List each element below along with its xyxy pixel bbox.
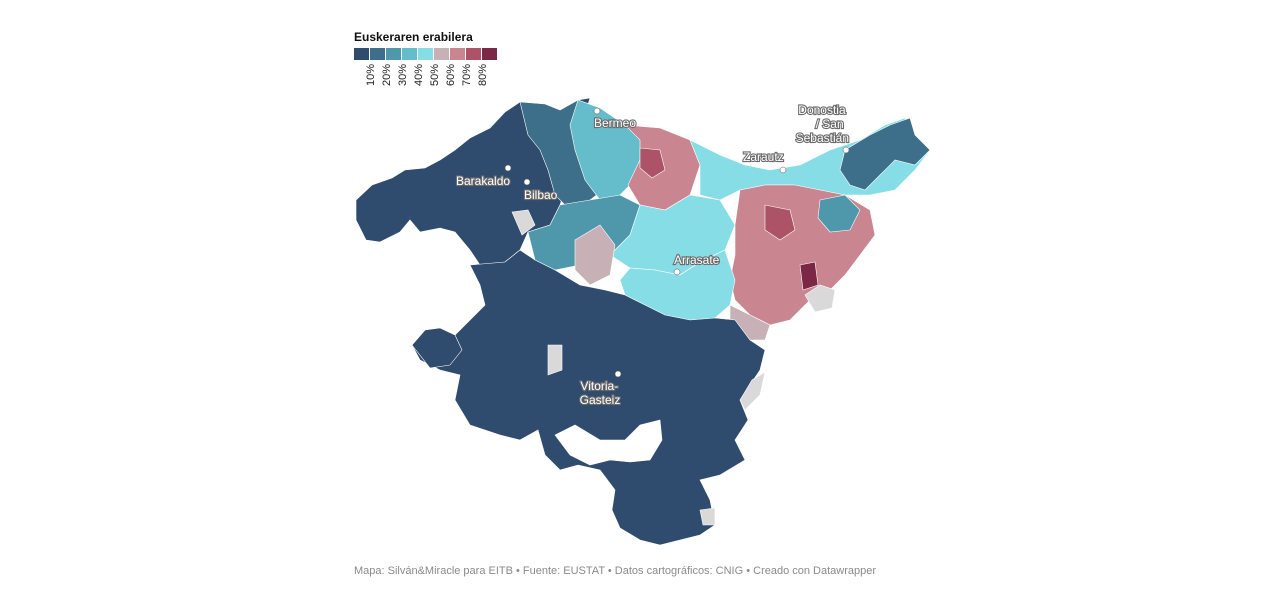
- legend-title: Euskeraren erabilera: [354, 30, 473, 44]
- region-no-data-5[interactable]: [699, 507, 716, 526]
- city-label-bermeo: Bermeo: [594, 116, 636, 130]
- city-dot-bilbao[interactable]: [523, 178, 531, 186]
- city-label-donostia-line1: Donostia: [798, 103, 846, 117]
- region-no-data-1[interactable]: [804, 284, 836, 313]
- region-gipuzkoa-mid-blue[interactable]: [817, 194, 861, 233]
- map-credits: Mapa: Silván&Miracle para EITB • Fuente:…: [354, 565, 877, 577]
- region-no-data-3[interactable]: [547, 344, 563, 376]
- legend-swatches: [354, 48, 498, 60]
- legend-swatch: [354, 48, 369, 60]
- map-legend: Euskeraren erabilera 10% 20% 30% 40% 50%…: [354, 30, 498, 86]
- city-label-vitoria-line1: Vitoria-: [580, 379, 618, 393]
- city-dot-donostia[interactable]: [842, 146, 850, 154]
- city-dot-zarautz[interactable]: [779, 166, 787, 174]
- region-no-data-2[interactable]: [739, 371, 766, 411]
- region-no-data-4[interactable]: [511, 209, 536, 236]
- region-araba-northwest[interactable]: [411, 327, 463, 369]
- legend-swatch: [418, 48, 433, 60]
- region-gipuzkoa-northeast[interactable]: [839, 117, 931, 191]
- legend-swatch: [386, 48, 401, 60]
- region-treviño-enclave: [555, 420, 662, 465]
- city-label-donostia-line3: Sebastián: [796, 131, 849, 145]
- city-label-arrasate: Arrasate: [674, 253, 720, 267]
- city-label-donostia: Donostia / San Sebastián: [796, 103, 849, 145]
- city-label-bilbao: Bilbao: [524, 188, 558, 202]
- legend-swatch: [402, 48, 417, 60]
- city-dot-arrasate[interactable]: [673, 268, 681, 276]
- city-label-barakaldo: Barakaldo: [456, 174, 510, 188]
- city-dot-bermeo[interactable]: [593, 107, 601, 115]
- legend-swatch: [482, 48, 497, 60]
- city-dot-barakaldo[interactable]: [504, 164, 512, 172]
- city-label-vitoria: Vitoria- Gasteiz: [580, 379, 622, 407]
- city-label-donostia-line2: / San: [816, 117, 844, 131]
- legend-swatch: [466, 48, 481, 60]
- city-label-vitoria-line2: Gasteiz: [580, 393, 621, 407]
- city-label-zarautz: Zarautz: [743, 150, 784, 164]
- legend-swatch: [434, 48, 449, 60]
- region-bizkaia-east-dark[interactable]: [639, 147, 666, 179]
- legend-swatch: [450, 48, 465, 60]
- city-dot-vitoria[interactable]: [614, 370, 622, 378]
- region-gipuzkoa-interior-dark[interactable]: [764, 204, 796, 241]
- legend-swatch: [370, 48, 385, 60]
- region-pink-south-bizkaia[interactable]: [574, 224, 616, 286]
- region-gipuzkoa-deep[interactable]: [799, 261, 819, 291]
